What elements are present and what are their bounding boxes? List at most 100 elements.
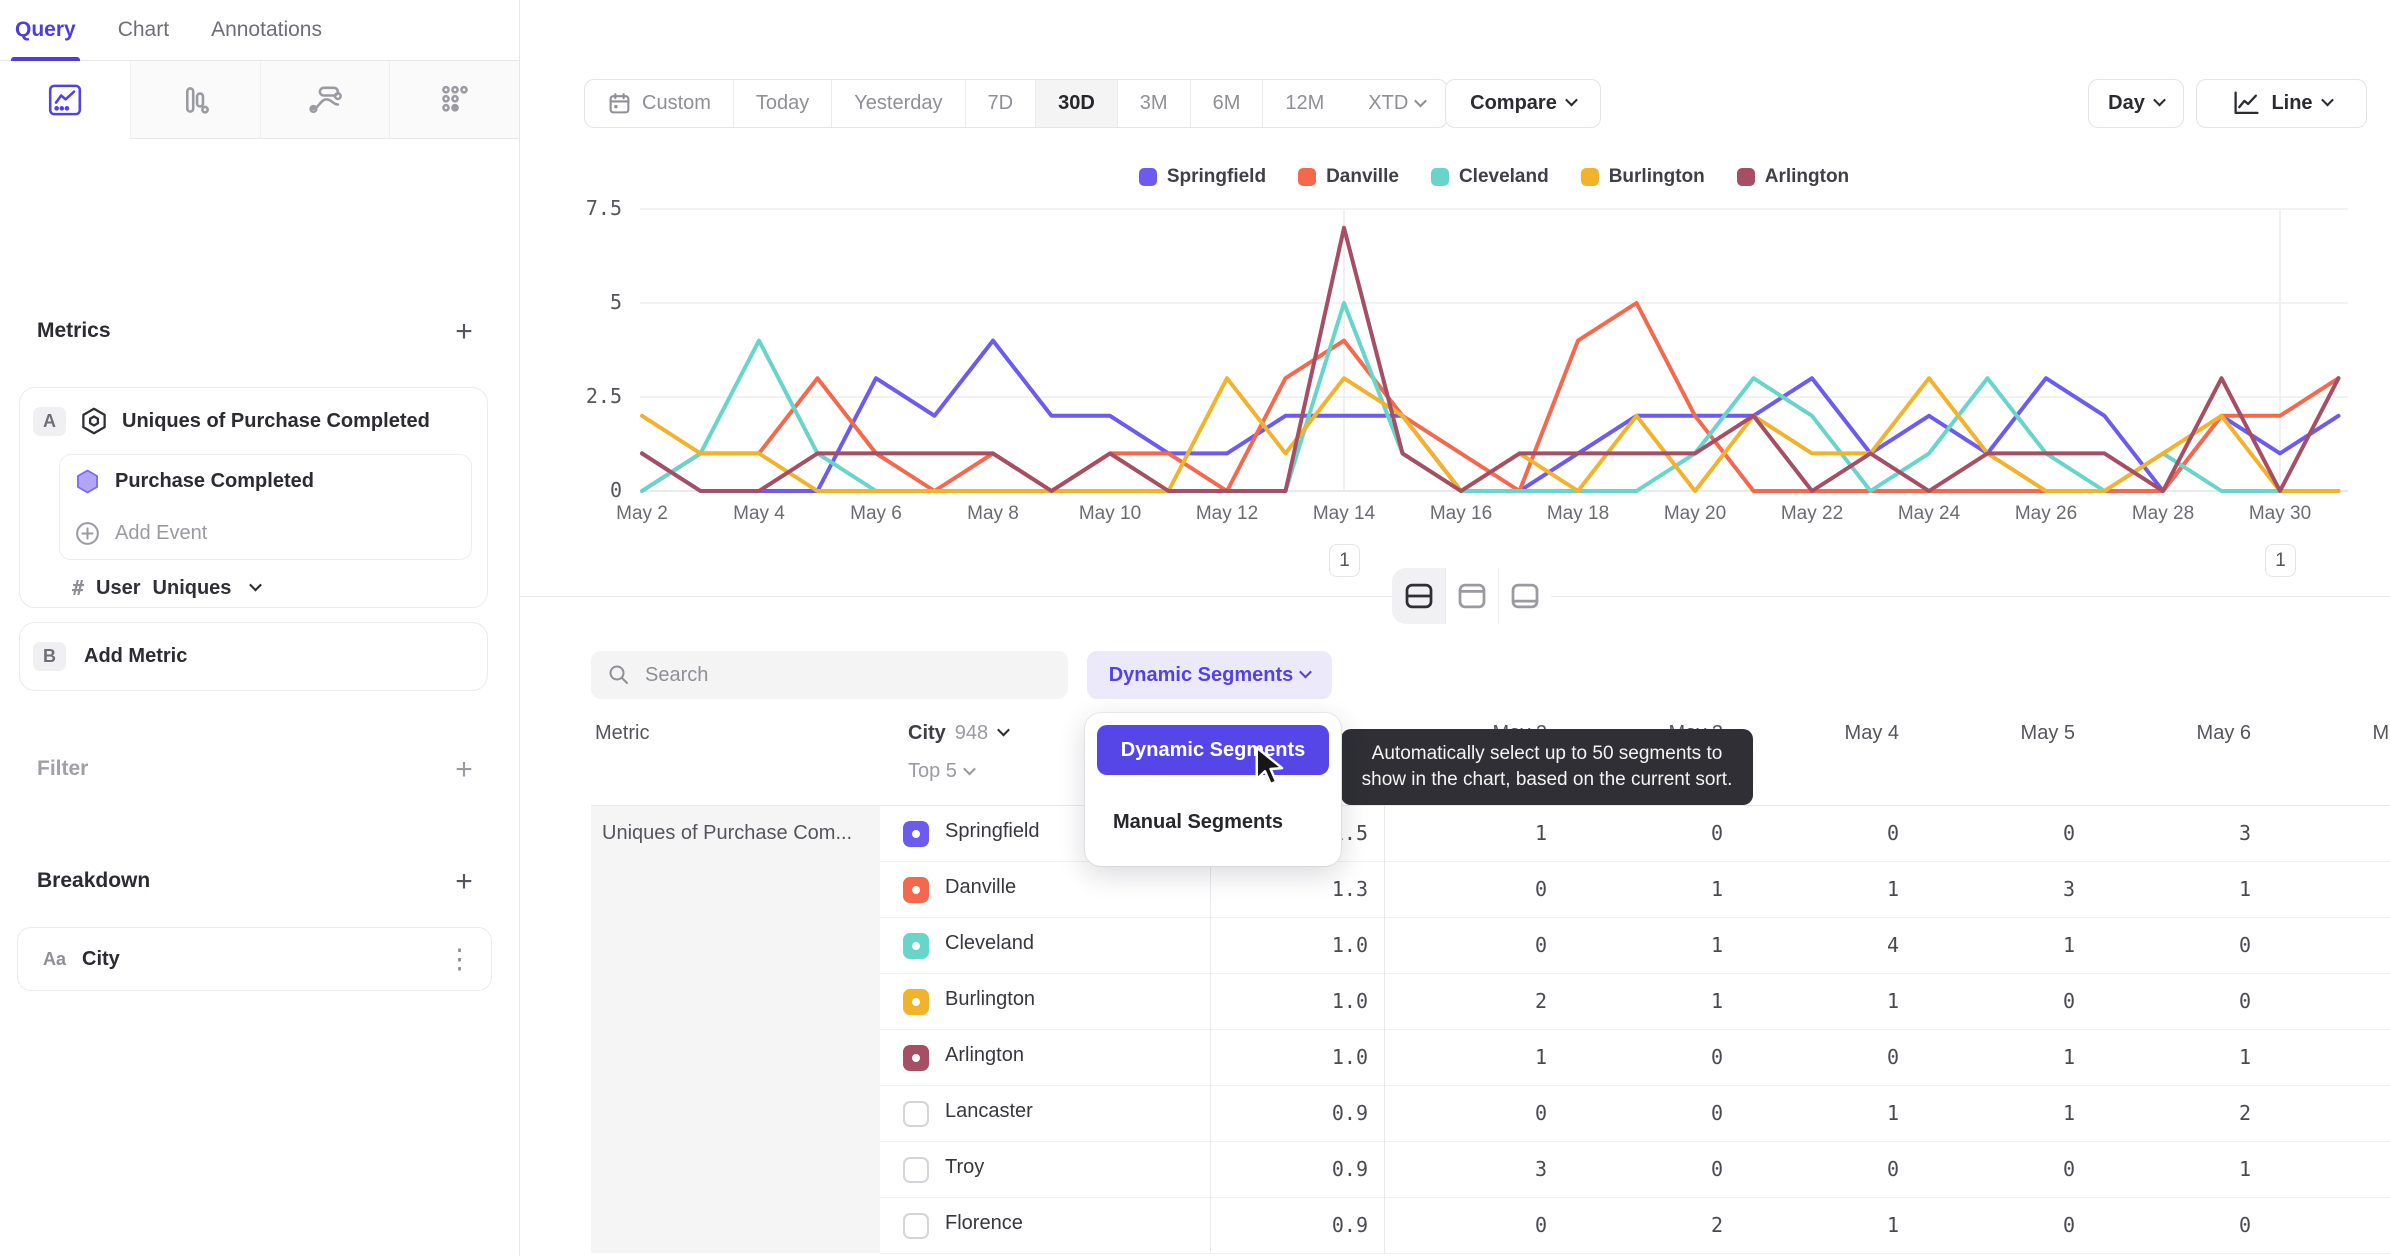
segment-search-input[interactable]: Search [591,651,1068,699]
compare-button[interactable]: Compare [1445,79,1601,128]
table-header-border [591,805,2390,806]
segment-name[interactable]: Danville [945,876,1017,898]
filter-heading: Filter [37,757,89,780]
legend-item[interactable]: Burlington [1580,166,1705,188]
segment-day-value: 0 [1886,1157,1899,1181]
segment-name[interactable]: Cleveland [945,932,1034,954]
date-column-header: May 5 [2020,722,2075,744]
segment-day-value: 2 [1534,989,1547,1013]
legend-item[interactable]: Cleveland [1430,166,1549,188]
metric-a-title[interactable]: Uniques of Purchase Completed [122,409,430,432]
segment-checkbox[interactable] [903,1213,929,1239]
line-chart[interactable] [640,208,2348,493]
x-tick-label: May 10 [1078,503,1142,524]
query-sidebar: Query Chart Annotations [0,0,520,1256]
segments-dropdown-menu: Dynamic Segments Manual Segments [1085,713,1341,866]
range-yesterday-button[interactable]: Yesterday [832,80,966,127]
segment-name[interactable]: Springfield [945,820,1040,842]
range-xtd-button[interactable]: XTD [1346,80,1447,127]
chart-type-line-tab[interactable] [0,61,130,139]
legend-label: Danville [1326,166,1399,187]
segment-day-value: 1 [1886,1101,1899,1125]
segment-day-value: 1 [2062,1101,2075,1125]
add-metric-label: Add Metric [84,645,188,667]
chart-type-flow-tab[interactable] [259,61,390,139]
checkbox-dot-icon [912,886,920,894]
add-breakdown-plus-icon[interactable]: + [455,865,473,898]
event-row[interactable]: Purchase Completed [60,455,471,507]
tab-query[interactable]: Query [11,0,80,61]
segment-checkbox-checked[interactable] [903,877,929,903]
segment-name[interactable]: Lancaster [945,1100,1033,1122]
chart-type-scatter-tab[interactable] [389,61,519,139]
segment-day-value: 0 [1534,1213,1547,1237]
metrics-heading: Metrics [37,319,111,342]
segment-checkbox[interactable] [903,1157,929,1183]
segment-checkbox-checked[interactable] [903,989,929,1015]
chart-style-button[interactable]: Line [2196,79,2367,128]
segment-name[interactable]: Burlington [945,988,1036,1010]
range-custom-button[interactable]: Custom [585,80,734,127]
search-icon [609,665,628,684]
top-filter-dropdown[interactable]: Top 5 [908,760,976,783]
segment-checkbox-checked[interactable] [903,933,929,959]
add-event-row[interactable]: Add Event [60,507,471,559]
breakdown-city-card[interactable]: Aa City ⋮ [17,927,492,991]
bottom-panel-icon [1511,583,1539,609]
layout-chart-only-button[interactable] [1445,568,1498,624]
property-type-aa-icon: Aa [43,948,67,969]
segment-column-header[interactable]: City 948 [908,722,1011,745]
segment-day-value: 3 [2062,877,2075,901]
segment-name[interactable]: Troy [945,1156,985,1178]
range-30d-button[interactable]: 30D [1036,80,1118,127]
legend-item[interactable]: Springfield [1138,166,1266,188]
table-row-danville: Danville 1.3 0 1 1 3 1 [880,862,2390,918]
segment-day-value: 1 [1886,1213,1899,1237]
segment-name[interactable]: Arlington [945,1044,1024,1066]
aggregation-row[interactable]: # User Uniques [72,576,263,600]
legend-label: Arlington [1764,166,1850,187]
range-12m-button[interactable]: 12M [1285,92,1325,114]
table-row-burlington: Burlington 1.0 2 1 1 0 0 [880,974,2390,1030]
range-6m-button[interactable]: 6M [1191,80,1264,127]
annotation-badge[interactable]: 1 [1329,544,1360,577]
kebab-menu-icon[interactable]: ⋮ [446,944,473,974]
menu-item-manual-segments[interactable]: Manual Segments [1113,810,1284,833]
segment-name[interactable]: Florence [945,1212,1023,1234]
table-row-troy: Troy 0.9 3 0 0 0 1 [880,1142,2390,1198]
annotation-badge[interactable]: 1 [2265,544,2296,577]
menu-item-dynamic-segments[interactable]: Dynamic Segments [1097,725,1329,775]
legend-item[interactable]: Danville [1298,166,1399,188]
segments-mode-button[interactable]: Dynamic Segments [1087,651,1332,699]
add-metric-plus-icon[interactable]: + [455,315,473,348]
legend-swatch [1138,168,1157,186]
range-today-button[interactable]: Today [734,80,833,127]
segment-day-value: 1 [2238,877,2251,901]
x-tick-label: May 4 [733,503,785,524]
granularity-button[interactable]: Day [2088,79,2184,128]
legend-item[interactable]: Arlington [1736,166,1850,188]
range-3m-button[interactable]: 3M [1118,80,1191,127]
segment-checkbox-checked[interactable] [903,1045,929,1071]
legend-swatch [1430,168,1449,186]
add-filter-plus-icon[interactable]: + [455,753,473,786]
layout-table-only-button[interactable] [1498,568,1551,624]
tab-chart[interactable]: Chart [117,18,170,41]
layout-split-button[interactable] [1392,568,1445,624]
segment-day-value: 0 [2238,933,2251,957]
chevron-down-icon [1414,94,1428,107]
event-hexagon-icon [77,469,98,493]
agg-type: Uniques [152,576,232,599]
metric-card-b[interactable]: B Add Metric [19,622,488,691]
y-tick-label: 7.5 [585,196,622,220]
table-row-lancaster: Lancaster 0.9 0 0 1 1 2 [880,1086,2390,1142]
range-7d-button[interactable]: 7D [966,80,1037,127]
segment-average-value: 0.9 [1331,1213,1368,1237]
segment-day-value: 1 [1534,1045,1547,1069]
x-tick-label: May 30 [2248,503,2312,524]
segment-checkbox-checked[interactable] [903,821,929,847]
flow-chart-icon [309,86,342,113]
segment-checkbox[interactable] [903,1101,929,1127]
tab-annotations[interactable]: Annotations [211,18,322,41]
chart-type-bar-tab[interactable] [129,61,260,139]
